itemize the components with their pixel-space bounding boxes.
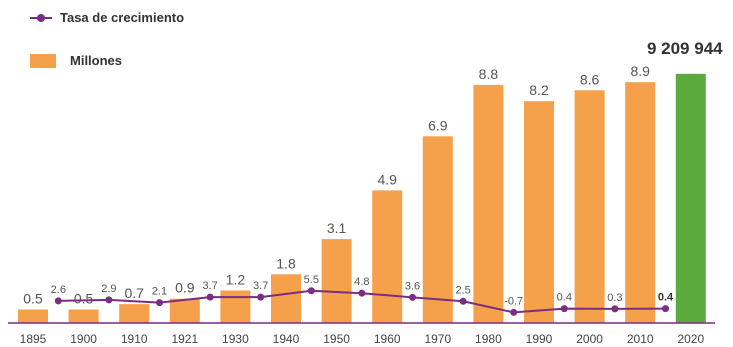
bar-value-label-2020: 9 209 944 [647,39,723,58]
x-tick-label-1970: 1970 [424,332,451,346]
x-tick-label-1960: 1960 [374,332,401,346]
bar-value-label-2000: 8.6 [580,71,600,87]
growth-point-5 [307,287,315,295]
bar-1990 [524,101,554,323]
bar-value-label-1960: 4.9 [377,171,397,187]
growth-value-label-9: -0.7 [504,295,523,307]
x-tick-label-1930: 1930 [222,332,249,346]
legend-millones-swatch [30,53,56,68]
bar-value-label-1895: 0.5 [23,291,43,307]
bar-1910 [119,304,150,323]
x-tick-label-1895: 1895 [20,332,47,346]
bar-value-label-1910: 0.7 [124,285,144,301]
growth-value-label-4: 3.7 [253,280,268,292]
bar-value-label-1921: 0.9 [175,280,195,296]
growth-value-label-6: 4.8 [354,276,369,288]
bars-group [18,73,706,324]
bar-2010 [625,82,656,323]
legend-growth-label: Tasa de crecimiento [60,10,185,25]
x-tick-labels-group: 1895 1900 1910 1921 1930 1940 1950 1960 1970 1980… [20,332,705,346]
x-tick-label-1921: 1921 [171,332,198,346]
legend-millones-label: Millones [70,53,123,68]
bar-1900 [68,309,99,323]
bar-1950 [321,239,352,323]
legend-growth: Tasa de crecimiento [30,10,184,25]
bar-1970 [422,136,453,323]
bar-1930 [220,290,251,323]
x-tick-label-1950: 1950 [323,332,350,346]
growth-value-label-2: 2.1 [152,286,167,298]
growth-point-6 [358,289,366,297]
bar-1895 [18,309,48,323]
legend-millones: Millones [30,53,122,68]
bar-value-label-1990: 8.2 [529,82,549,98]
bar-value-label-2010: 8.9 [630,63,650,79]
growth-point-12 [662,305,669,313]
x-tick-label-2020: 2020 [677,332,704,346]
growth-point-0 [54,297,62,305]
bar-1921 [169,298,200,323]
growth-point-10 [560,305,568,313]
x-tick-label-1940: 1940 [273,332,300,346]
growth-line-group [54,287,669,316]
growth-value-label-12: 0.4 [658,292,674,304]
x-tick-label-2000: 2000 [576,332,603,346]
bar-value-label-1900: 0.5 [74,291,94,307]
growth-value-label-11: 0.3 [607,292,622,304]
x-tick-label-1900: 1900 [70,332,97,346]
x-tick-label-1910: 1910 [121,332,148,346]
bar-value-label-1950: 3.1 [327,220,347,236]
growth-value-label-8: 2.5 [455,284,470,296]
bar-1940 [271,274,301,323]
x-tick-label-2010: 2010 [627,332,654,346]
growth-point-7 [409,293,416,301]
growth-point-8 [459,297,467,305]
growth-point-2 [156,299,163,307]
bar-value-label-1980: 8.8 [479,66,499,82]
growth-point-1 [105,296,113,304]
x-tick-label-1990: 1990 [526,332,553,346]
bar-labels-group: 0.5 0.5 0.7 0.9 1.2 1.8 3.1 4.9 6.9 8.8 8.2 8.6 8.9 9… [23,39,723,307]
growth-point-4 [257,293,265,301]
bar-value-label-1930: 1.2 [226,272,246,288]
bar-value-label-1940: 1.8 [276,255,296,271]
bar-1960 [372,190,403,323]
x-tick-label-1980: 1980 [475,332,502,346]
growth-value-label-7: 3.6 [405,280,420,292]
growth-point-9 [510,308,518,316]
bar-2020 [675,73,706,323]
growth-value-label-1: 2.9 [101,283,116,295]
bar-value-label-1970: 6.9 [428,117,448,133]
growth-value-label-10: 0.4 [557,292,572,304]
growth-value-label-3: 3.7 [202,280,217,292]
growth-point-11 [611,305,619,313]
legend-growth-marker [30,13,52,22]
growth-value-label-0: 2.6 [51,284,66,296]
growth-labels-group: 2.6 2.9 2.1 3.7 3.7 5.5 4.8 3.6 2.5 -0.7 0.4 0.3 0.4 [51,274,674,308]
growth-point-3 [206,293,214,301]
legend-growth-dot [37,13,45,22]
growth-value-label-5: 5.5 [304,274,319,286]
bar-1980 [473,84,504,324]
bar-2000 [574,90,605,323]
